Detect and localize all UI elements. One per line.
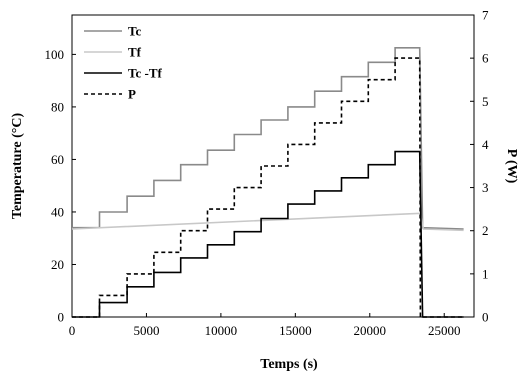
plot-border bbox=[71, 14, 475, 318]
series-line-0 bbox=[72, 47, 464, 230]
y-tick-label: 40 bbox=[51, 204, 64, 219]
y-tick-label: 80 bbox=[51, 99, 64, 114]
series-line-3 bbox=[72, 57, 464, 318]
y2-tick-label: 2 bbox=[482, 223, 489, 238]
x-tick-label: 25000 bbox=[428, 323, 461, 338]
y2-tick-label: 3 bbox=[482, 180, 489, 195]
legend-label: Tc bbox=[128, 24, 141, 39]
y-tick-label: 60 bbox=[51, 152, 64, 167]
y2-tick-label: 0 bbox=[482, 310, 489, 325]
y2-tick-label: 5 bbox=[482, 94, 489, 109]
x-tick-label: 5000 bbox=[133, 323, 159, 338]
legend: Tc Tf Tc -Tf P bbox=[84, 24, 162, 102]
y-tick-label: 0 bbox=[58, 310, 65, 325]
y2-tick-label: 7 bbox=[482, 8, 489, 23]
x-tick-label: 0 bbox=[69, 323, 76, 338]
series-line-1 bbox=[71, 212, 464, 232]
legend-label: P bbox=[128, 87, 136, 102]
x-axis-label: Temps (s) bbox=[260, 357, 318, 372]
x-tick-label: 10000 bbox=[205, 323, 238, 338]
y2-tick-label: 4 bbox=[482, 137, 489, 152]
y2-tick-label: 1 bbox=[482, 266, 489, 281]
y-axis-label: Temperature (°C) bbox=[10, 113, 25, 220]
y-tick-label: 20 bbox=[51, 257, 64, 272]
plot-area bbox=[71, 14, 475, 318]
y2-axis-label: P (W) bbox=[504, 149, 519, 184]
x-tick-label: 20000 bbox=[354, 323, 387, 338]
series-layer bbox=[71, 47, 464, 318]
y-tick-label: 100 bbox=[45, 47, 65, 62]
y2-tick-label: 6 bbox=[482, 51, 489, 66]
series-line-2 bbox=[72, 150, 464, 318]
ticks-layer: 0 5000 10000 15000 20000 25000 0 20 40 60 80 100 0 1 2… bbox=[45, 8, 490, 339]
legend-label: Tf bbox=[128, 45, 142, 60]
legend-label: Tc -Tf bbox=[128, 66, 162, 81]
x-tick-label: 15000 bbox=[279, 323, 312, 338]
